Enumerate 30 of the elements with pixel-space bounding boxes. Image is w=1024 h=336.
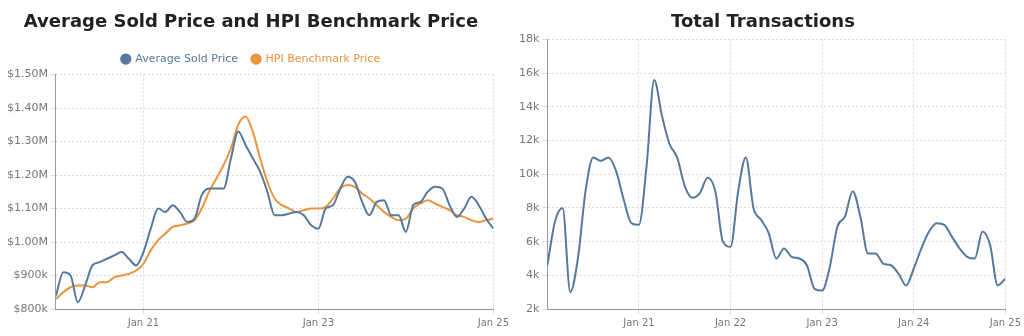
y-tick-label: $900k: [13, 268, 49, 282]
y-tick-label: $1.40M: [7, 100, 48, 114]
y-tick-label: 14k: [518, 99, 540, 113]
x-tick-label: Jan 25: [988, 316, 1021, 328]
line-series: [547, 79, 1006, 294]
x-tick-label: Jan 24: [897, 316, 930, 328]
x-tick-label: Jan 21: [622, 316, 655, 328]
y-tick-label: 8k: [525, 200, 540, 214]
y-tick-label: $800k: [13, 301, 49, 315]
y-tick-label: $1.50M: [7, 67, 48, 81]
y-tick-label: 4k: [525, 268, 540, 282]
y-tick-label: $1.20M: [7, 167, 48, 181]
y-tick-label: $1.00M: [7, 234, 48, 248]
x-tick-label: Jan 23: [301, 316, 335, 328]
legend-label: Average Sold Price: [135, 51, 239, 65]
y-tick-label: 10k: [518, 167, 540, 181]
x-tick-label: Jan 23: [805, 316, 838, 328]
y-tick-label: 16k: [518, 66, 540, 80]
x-tick-label: Jan 22: [713, 316, 747, 328]
y-tick-label: 18k: [518, 32, 540, 46]
legend-label: HPI Benchmark Price: [265, 51, 381, 65]
x-tick-label: Jan 25: [476, 316, 509, 328]
y-tick-label: 2k: [525, 301, 540, 315]
y-tick-label: $1.10M: [7, 201, 48, 215]
y-tick-label: $1.30M: [7, 134, 48, 148]
chart-title: Total Transactions: [671, 10, 855, 32]
x-tick-label: Jan 21: [126, 316, 160, 328]
chart-title: Average Sold Price and HPI Benchmark Price: [23, 10, 479, 32]
y-tick-label: 6k: [525, 234, 540, 248]
y-tick-label: 12k: [518, 133, 540, 147]
